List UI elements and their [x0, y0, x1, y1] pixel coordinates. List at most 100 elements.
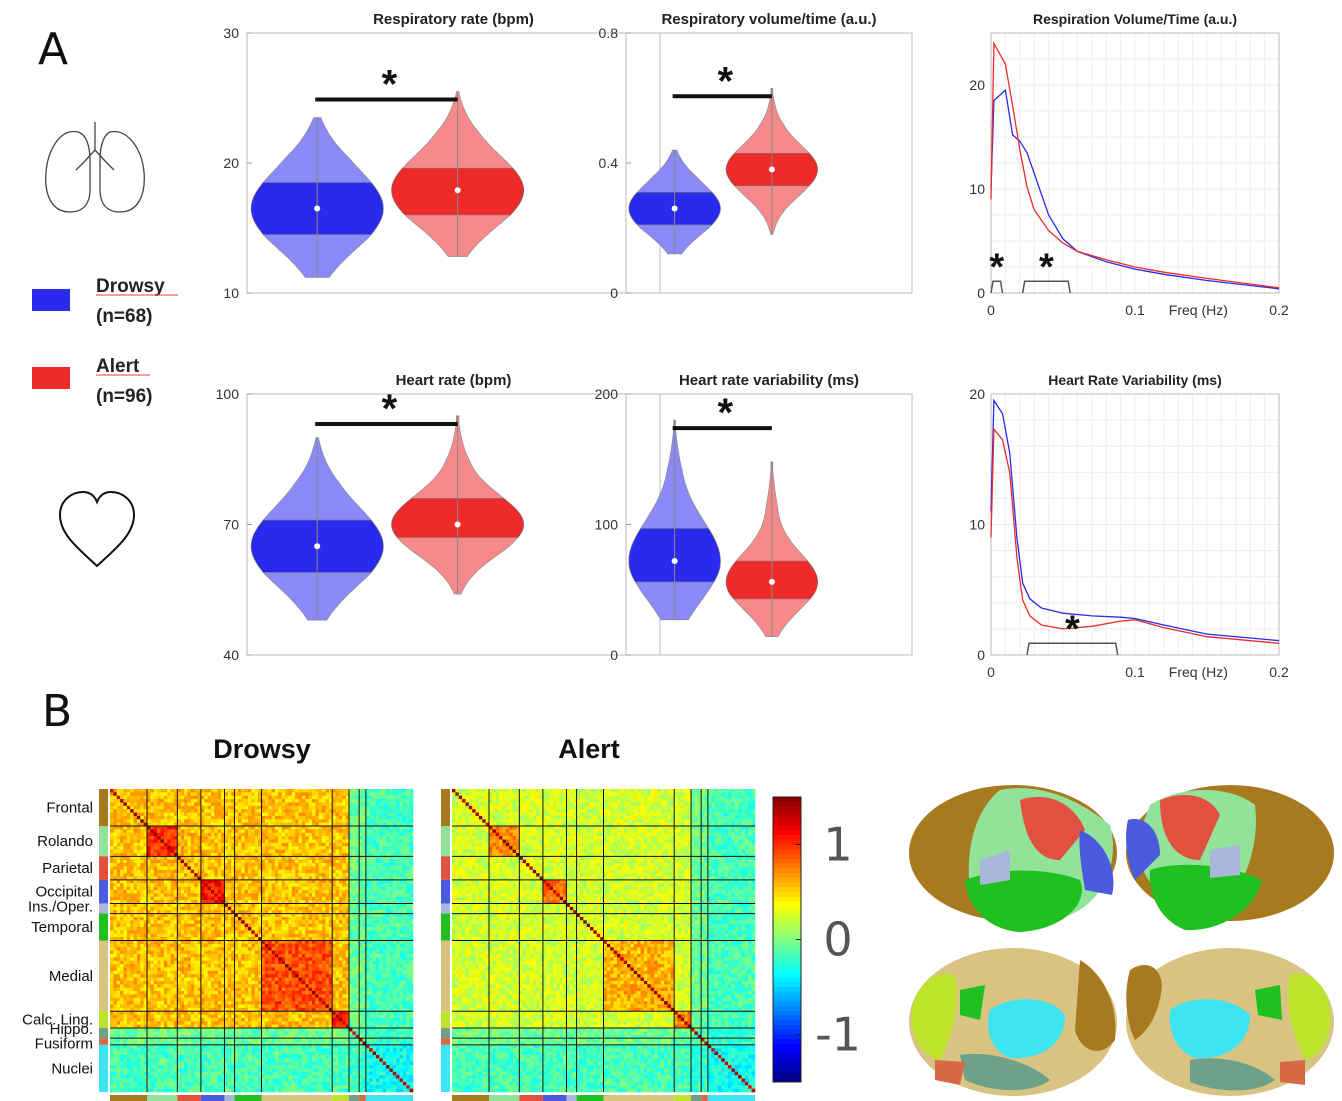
- heatmap-cell: [136, 826, 141, 830]
- heatmap-cell: [227, 876, 232, 881]
- heatmap-cell: [335, 866, 340, 871]
- heatmap-cell: [295, 869, 299, 874]
- heatmap-cell: [150, 967, 155, 972]
- heatmap-cell: [281, 829, 286, 834]
- heatmap-cell: [345, 815, 350, 820]
- heatmap-cell: [184, 913, 188, 918]
- heatmap-cell: [204, 1048, 208, 1052]
- heatmap-cell: [392, 839, 397, 844]
- heatmap-cell: [163, 863, 168, 867]
- heatmap-cell: [322, 836, 326, 840]
- heatmap-cell: [207, 846, 212, 850]
- heatmap-cell: [271, 856, 276, 860]
- heatmap-cell: [184, 876, 188, 881]
- heatmap-cell: [136, 991, 141, 995]
- heatmap-cell: [140, 920, 144, 924]
- heatmap-cell: [140, 1011, 144, 1015]
- heatmap-cell: [301, 890, 306, 894]
- heatmap-cell: [258, 792, 262, 797]
- heatmap-cell: [406, 829, 410, 834]
- heatmap-cell: [160, 822, 165, 827]
- heatmap-cell: [123, 832, 128, 837]
- heatmap-cell: [170, 869, 175, 874]
- heatmap-cell: [116, 826, 121, 830]
- heatmap-cell: [163, 883, 168, 887]
- heatmap-cell: [123, 994, 128, 999]
- heatmap-cell: [285, 852, 289, 857]
- heatmap-cell: [150, 849, 155, 854]
- heatmap-cell: [130, 1041, 134, 1046]
- heatmap-cell: [254, 789, 259, 793]
- heatmap-cell: [140, 893, 144, 898]
- heatmap-cell: [295, 863, 299, 867]
- heatmap-cell: [217, 789, 222, 793]
- heatmap-cell: [217, 1028, 222, 1032]
- heatmap-cell: [258, 799, 262, 803]
- heatmap-cell: [180, 900, 185, 904]
- heatmap-cell: [184, 994, 188, 999]
- heatmap-cell: [140, 970, 144, 975]
- heatmap-cell: [110, 964, 114, 968]
- heatmap-cell: [140, 1061, 144, 1066]
- heatmap-cell: [211, 910, 215, 914]
- heatmap-cell: [318, 815, 323, 820]
- heatmap-cell: [396, 842, 400, 847]
- heatmap-cell: [136, 819, 141, 823]
- heatmap-cell: [187, 1024, 192, 1029]
- heatmap-cell: [163, 836, 168, 840]
- heatmap-cell: [227, 812, 232, 817]
- heatmap-cell: [110, 920, 114, 924]
- heatmap-cell: [136, 856, 141, 860]
- heatmap-cell: [187, 1011, 192, 1015]
- heatmap-cell: [157, 1038, 161, 1042]
- heatmap-cell: [170, 890, 175, 894]
- heatmap-cell: [345, 799, 350, 803]
- heatmap-cell: [362, 822, 367, 827]
- heatmap-cell: [237, 846, 242, 850]
- heatmap-cell: [110, 1031, 114, 1036]
- heatmap-cell: [140, 1051, 144, 1056]
- heatmap-cell: [140, 815, 144, 820]
- heatmap-cell: [298, 893, 303, 898]
- heatmap-cell: [126, 866, 131, 871]
- heatmap-cell: [190, 977, 195, 982]
- heatmap-cell: [110, 994, 114, 999]
- heatmap-cell: [379, 852, 383, 857]
- heatmap-cell: [349, 852, 353, 857]
- heatmap-cell: [120, 977, 124, 982]
- heatmap-cell: [194, 1075, 198, 1079]
- heatmap-cell: [194, 903, 198, 908]
- heatmap-cell: [123, 883, 128, 887]
- heatmap-cell: [140, 883, 144, 887]
- heatmap-cell: [217, 829, 222, 834]
- heatmap-cell: [116, 1007, 121, 1012]
- heatmap-cell: [126, 927, 131, 931]
- heatmap-cell: [278, 819, 282, 823]
- heatmap-cell: [345, 876, 350, 881]
- heatmap-cell: [180, 1048, 185, 1052]
- heatmap-cell: [200, 1017, 205, 1022]
- heatmap-cell: [160, 1061, 165, 1066]
- heatmap-cell: [177, 1014, 181, 1019]
- heatmap-cell: [147, 1065, 151, 1069]
- heatmap-cell: [153, 815, 158, 820]
- heatmap-cell: [190, 1007, 195, 1012]
- heatmap-cell: [396, 849, 400, 854]
- heatmap-cell: [406, 842, 410, 847]
- heatmap-cell: [274, 812, 279, 817]
- heatmap-cell: [231, 822, 235, 827]
- heatmap-cell: [308, 805, 313, 810]
- heatmap-cell: [153, 916, 158, 921]
- heatmap-cell: [375, 863, 380, 867]
- heatmap-cell: [200, 799, 205, 803]
- heatmap-cell: [342, 873, 346, 877]
- heatmap-cell: [173, 1068, 178, 1073]
- heatmap-cell: [150, 890, 155, 894]
- heatmap-cell: [120, 866, 124, 871]
- heatmap-cell: [271, 815, 276, 820]
- heatmap-cell: [147, 977, 151, 982]
- heatmap-cell: [342, 812, 346, 817]
- heatmap-cell: [399, 849, 404, 854]
- heatmap-cell: [167, 1041, 171, 1046]
- heatmap-cell: [281, 876, 286, 881]
